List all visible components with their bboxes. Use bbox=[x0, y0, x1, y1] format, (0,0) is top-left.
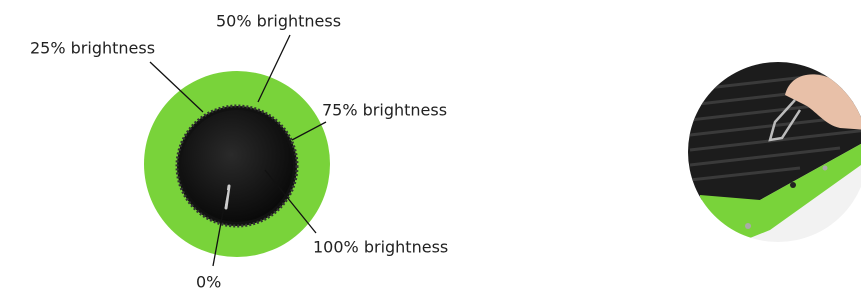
label: 0% bbox=[196, 273, 221, 292]
knob-face bbox=[181, 110, 293, 222]
label: 75% brightness bbox=[322, 101, 447, 120]
label: 100% brightness bbox=[313, 238, 448, 257]
diagram: 25% brightness 50% brightness 75% bright… bbox=[0, 0, 861, 294]
label: 25% brightness bbox=[30, 39, 155, 58]
label: 50% brightness bbox=[216, 12, 341, 31]
photo bbox=[688, 62, 861, 242]
knob bbox=[144, 71, 330, 257]
